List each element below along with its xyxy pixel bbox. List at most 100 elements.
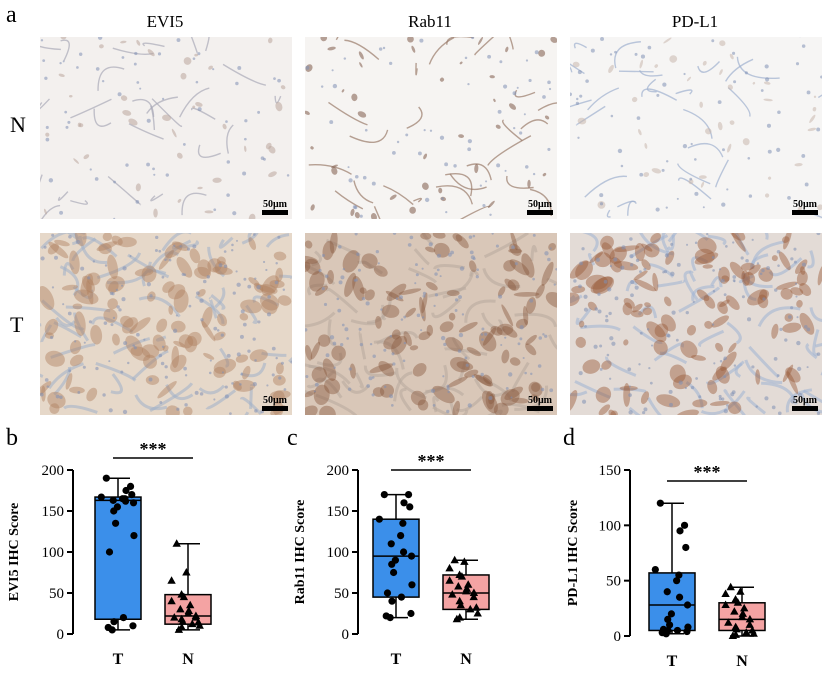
data-point: [667, 610, 676, 618]
scale-bar-label: 50μm: [793, 199, 817, 210]
panel-label-b: b: [6, 425, 18, 451]
data-point: [119, 614, 128, 622]
column-title-evi5: EVI5: [146, 12, 184, 31]
y-axis-label: PD-L1 IHC Score: [566, 500, 581, 606]
data-point: [731, 622, 740, 631]
data-point: [445, 563, 454, 572]
ihc-tile-n-pd-l1: 50μm: [570, 37, 822, 219]
data-point: [683, 601, 692, 609]
data-point: [745, 620, 754, 628]
data-point: [663, 588, 671, 596]
y-tick-label: 200: [42, 463, 65, 479]
ihc-tile-n-evi5: 50μm: [40, 37, 292, 219]
box-n: [442, 555, 490, 623]
significance-label: ***: [418, 451, 445, 471]
y-tick-label: 0: [614, 629, 622, 645]
data-point: [675, 593, 684, 601]
box-n: [718, 582, 766, 639]
data-point: [130, 532, 138, 540]
boxplot-evi5: 0 50 100 150 200 EVI5 IHC Score *** T N: [7, 439, 212, 668]
x-tick-label: N: [460, 651, 472, 668]
data-point: [128, 491, 136, 499]
data-point: [673, 577, 681, 585]
data-point: [184, 606, 194, 615]
data-point: [745, 614, 755, 623]
data-point: [121, 495, 129, 503]
data-point: [738, 609, 748, 617]
panel-label-d: d: [563, 425, 575, 451]
ihc-tile-n-rab11: 50μm: [305, 37, 557, 219]
y-tick-label: 0: [57, 627, 65, 643]
data-point: [113, 503, 122, 511]
data-point: [397, 532, 405, 540]
y-tick-label: 50: [334, 586, 349, 602]
data-point: [191, 611, 201, 619]
scale-bar: 50μm: [792, 395, 818, 411]
data-point: [675, 571, 683, 579]
boxplot-rab11: 0 50 100 150 200 Rab11 IHC Score *** T N: [293, 451, 490, 668]
data-point: [472, 603, 481, 611]
data-point: [167, 596, 176, 605]
data-point: [382, 612, 390, 620]
y-tick-label: 150: [327, 504, 350, 520]
data-point: [742, 628, 751, 636]
data-point: [450, 555, 459, 564]
data-point: [194, 618, 203, 626]
data-point: [730, 607, 739, 615]
data-point: [111, 519, 120, 527]
data-point: [129, 499, 138, 507]
data-point: [380, 491, 388, 499]
y-tick-label: 200: [327, 463, 350, 479]
row-label-t: T: [10, 312, 24, 337]
x-tick-label: N: [736, 653, 748, 670]
data-point: [177, 590, 186, 598]
scale-bar: 50μm: [262, 395, 288, 411]
data-point: [167, 576, 176, 584]
data-point: [170, 613, 179, 621]
data-point: [375, 515, 383, 523]
data-point: [406, 503, 414, 511]
x-tick-label: T: [113, 651, 124, 668]
data-point: [721, 589, 730, 597]
box-t: [372, 491, 420, 622]
data-point: [176, 604, 185, 613]
data-point: [473, 609, 482, 617]
data-point: [456, 600, 465, 609]
x-tick-label: T: [391, 651, 402, 668]
y-tick-label: 150: [42, 504, 65, 520]
boxplot-pd-l1: 0 50 100 150 PD-L1 IHC Score *** T N: [566, 462, 766, 670]
data-point: [400, 499, 408, 507]
ihc-tile-t-pd-l1: 50μm: [570, 233, 822, 415]
data-point: [391, 556, 400, 564]
data-point: [731, 594, 740, 603]
scale-bar-label: 50μm: [263, 395, 287, 406]
column-title-rab11: Rab11: [408, 12, 452, 31]
data-point: [651, 566, 659, 574]
data-point: [455, 570, 464, 578]
data-point: [676, 527, 684, 535]
ihc-tile-t-rab11: 50μm: [305, 233, 557, 415]
y-axis-label: EVI5 IHC Score: [7, 503, 22, 602]
data-point: [665, 621, 674, 629]
data-point: [454, 581, 463, 590]
data-point: [748, 625, 757, 634]
data-point: [656, 499, 664, 507]
scale-bar: 50μm: [792, 199, 818, 215]
data-point: [404, 491, 413, 499]
x-tick-label: N: [182, 651, 194, 668]
data-point: [445, 576, 454, 584]
data-point: [731, 630, 740, 638]
data-point: [388, 597, 396, 605]
data-point: [129, 622, 137, 630]
data-point: [407, 552, 416, 560]
data-point: [104, 623, 112, 632]
data-point: [102, 474, 110, 482]
data-point: [455, 596, 464, 605]
data-point: [97, 493, 105, 501]
data-point: [105, 548, 114, 556]
data-point: [399, 519, 407, 527]
data-point: [726, 582, 735, 591]
data-point: [177, 614, 186, 623]
y-tick-label: 100: [327, 545, 350, 561]
column-title-pd-l1: PD-L1: [671, 12, 719, 31]
